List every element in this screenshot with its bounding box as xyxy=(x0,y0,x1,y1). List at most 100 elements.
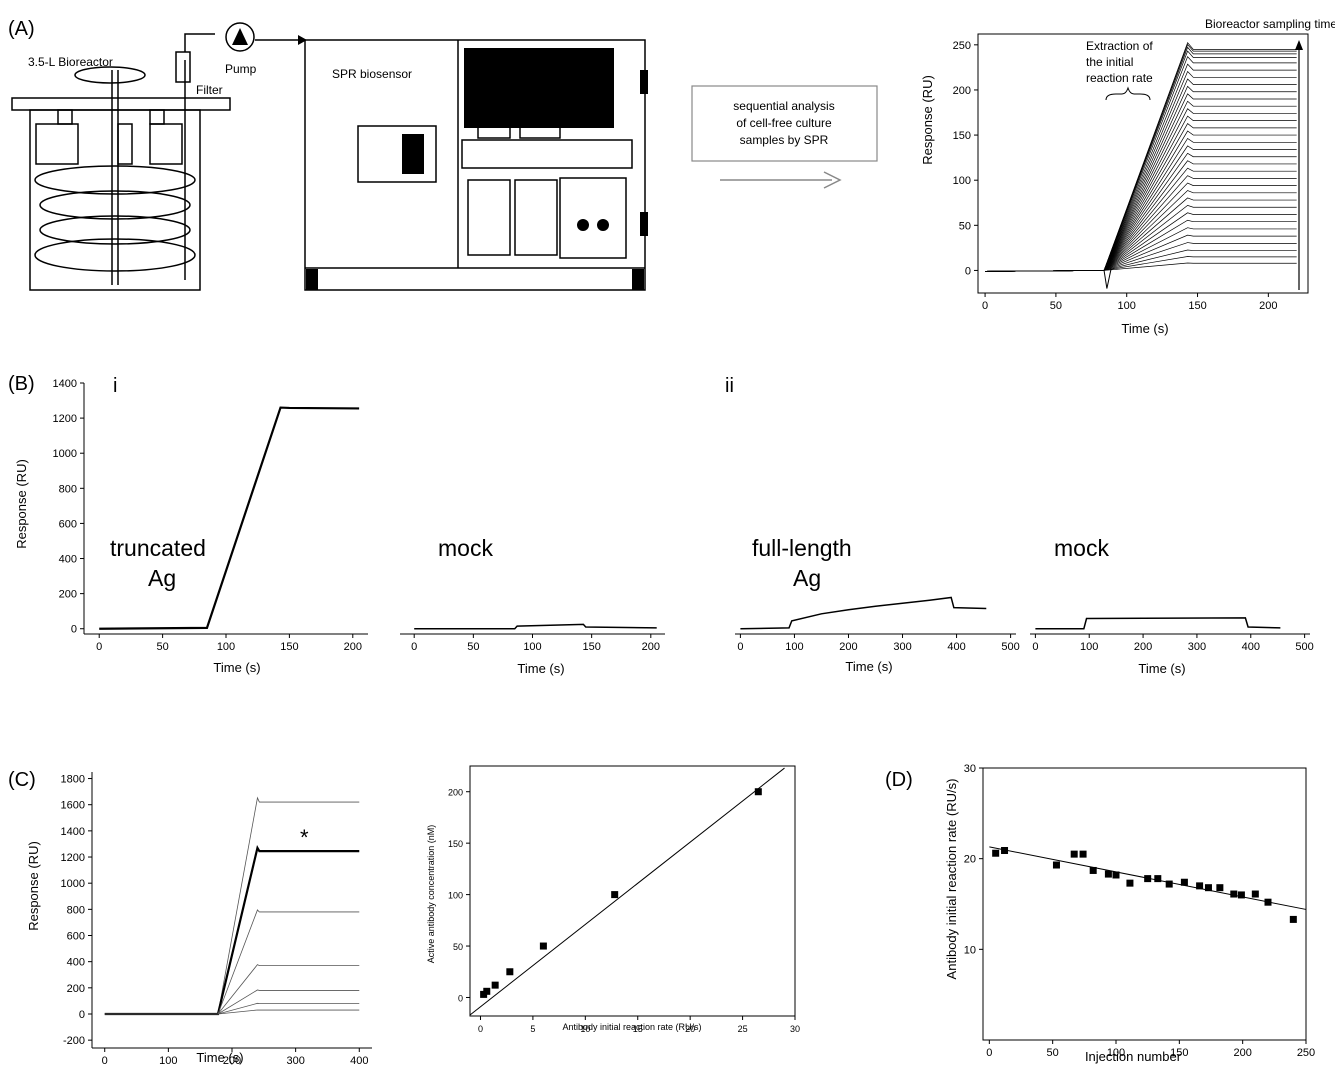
flow-box: sequential analysis of cell-free culture… xyxy=(691,85,878,189)
x-tick-label: 200 xyxy=(642,641,660,653)
y-axis-label: Response (RU) xyxy=(14,459,29,549)
x-tick-label: 150 xyxy=(1188,300,1206,312)
x-tick-label: 300 xyxy=(1188,641,1206,653)
chart-d-initial-rate: 0 50 100 150 200 250 10 20 30 Injection number Ant… xyxy=(944,763,1315,1064)
y-tick-label: 50 xyxy=(453,942,463,952)
x-tick-label: 10 xyxy=(580,1024,590,1034)
y-tick-label: 100 xyxy=(448,891,463,901)
x-tick-label: 20 xyxy=(685,1024,695,1034)
chart-a-sensorgrams: 0 50 100 150 200 0 50 100 150 200 250 Time (s) Respo… xyxy=(920,33,1309,336)
spr-instrument-drawing xyxy=(304,39,648,291)
fulllength-label: full-length xyxy=(752,535,852,561)
y-tick-label: 10 xyxy=(964,944,976,956)
flow-box-line-1: sequential analysis xyxy=(733,99,834,113)
fit-line xyxy=(469,767,785,1016)
extraction-brace xyxy=(1105,86,1151,101)
data-point xyxy=(1289,915,1297,923)
x-tick-label: 150 xyxy=(1170,1047,1188,1059)
sensorgram-line xyxy=(104,909,360,1015)
sensorgram-line xyxy=(740,596,987,630)
plot-frame xyxy=(469,765,796,1017)
truncated-label: truncated xyxy=(110,535,206,561)
y-tick-label: -200 xyxy=(63,1035,85,1047)
extraction-annotation-line-3: reaction rate xyxy=(1086,71,1153,85)
data-point xyxy=(1154,875,1162,883)
chart-c-calibration-curve: 0 5 10 15 20 25 30 0 50 100 150 200 Antibody initial… xyxy=(426,765,800,1034)
sensorgram-line xyxy=(99,406,360,630)
x-axis-label: Antibody initial reaction rate (RU/s) xyxy=(562,1022,701,1032)
y-tick-label: 100 xyxy=(953,175,971,187)
sensorgram-line xyxy=(104,1009,360,1015)
data-point xyxy=(1112,871,1120,879)
data-point xyxy=(506,968,514,976)
x-tick-label: 25 xyxy=(738,1024,748,1034)
x-tick-label: 50 xyxy=(467,641,479,653)
sensorgram-line xyxy=(985,249,1297,272)
x-tick-label: 100 xyxy=(217,641,235,653)
x-axis-label: Time (s) xyxy=(213,660,260,675)
data-point xyxy=(483,987,491,995)
x-tick-label: 50 xyxy=(156,641,168,653)
x-tick-label: 400 xyxy=(1242,641,1260,653)
data-point xyxy=(1126,879,1134,887)
panel-label-bi: i xyxy=(113,375,117,397)
chart-bii-fulllength: 0 100 200 300 400 500 Time (s) xyxy=(735,596,1020,674)
panel-label-d: (D) xyxy=(885,769,913,791)
data-point xyxy=(1079,850,1087,858)
data-point xyxy=(1070,850,1078,858)
x-tick-label: 200 xyxy=(344,641,362,653)
data-point xyxy=(1104,870,1112,878)
x-tick-label: 150 xyxy=(280,641,298,653)
sensorgram-line xyxy=(985,234,1297,272)
x-tick-label: 0 xyxy=(986,1047,992,1059)
y-tick-label: 400 xyxy=(59,554,77,566)
pump-label: Pump xyxy=(225,62,257,76)
x-tick-label: 400 xyxy=(947,641,965,653)
y-tick-label: 0 xyxy=(71,624,77,636)
x-tick-label: 200 xyxy=(223,1055,241,1065)
y-tick-label: 400 xyxy=(67,957,85,969)
panel-label-a: (A) xyxy=(8,18,35,40)
data-point xyxy=(992,849,1000,857)
y-tick-label: 200 xyxy=(448,788,463,798)
data-point xyxy=(1052,861,1060,869)
x-tick-label: 100 xyxy=(159,1055,177,1065)
sensorgram-line xyxy=(104,964,360,1015)
chart-bi-mock: 0 50 100 150 200 Time (s) xyxy=(400,623,665,676)
chart-bii-mock: 0 100 200 300 400 500 Time (s) xyxy=(1030,617,1314,676)
data-point xyxy=(1204,884,1212,892)
data-point xyxy=(1144,875,1152,883)
y-tick-label: 600 xyxy=(67,931,85,943)
x-tick-label: 100 xyxy=(1080,641,1098,653)
x-tick-label: 250 xyxy=(1297,1047,1315,1059)
x-tick-label: 0 xyxy=(96,641,102,653)
panel-label-b: (B) xyxy=(8,373,35,395)
x-axis-label: Injection number xyxy=(1085,1049,1182,1064)
plot-frame xyxy=(977,33,1309,294)
y-tick-label: 800 xyxy=(67,904,85,916)
data-point xyxy=(1196,882,1204,890)
data-point xyxy=(1180,878,1188,886)
y-tick-label: 0 xyxy=(79,1009,85,1021)
x-axis-label: Time (s) xyxy=(1121,321,1168,336)
x-axis-label: Time (s) xyxy=(196,1050,243,1065)
data-point xyxy=(1216,884,1224,892)
mock-label-1: mock xyxy=(438,535,493,561)
y-tick-label: 200 xyxy=(59,589,77,601)
y-tick-label: 50 xyxy=(959,220,971,232)
x-axis-label: Time (s) xyxy=(845,659,892,674)
x-tick-label: 150 xyxy=(582,641,600,653)
y-axis-label: Response (RU) xyxy=(920,75,935,165)
x-axis-label: Time (s) xyxy=(517,661,564,676)
x-tick-label: 200 xyxy=(1233,1047,1251,1059)
flow-box-line-3: samples by SPR xyxy=(740,133,829,147)
x-tick-label: 200 xyxy=(1134,641,1152,653)
extraction-annotation-line-2: the initial xyxy=(1086,55,1133,69)
extraction-annotation-line-1: Extraction of xyxy=(1086,39,1153,53)
y-tick-label: 600 xyxy=(59,518,77,530)
injection-spike xyxy=(1103,268,1112,289)
x-tick-label: 400 xyxy=(350,1055,368,1065)
x-tick-label: 100 xyxy=(523,641,541,653)
y-tick-label: 30 xyxy=(964,763,976,775)
